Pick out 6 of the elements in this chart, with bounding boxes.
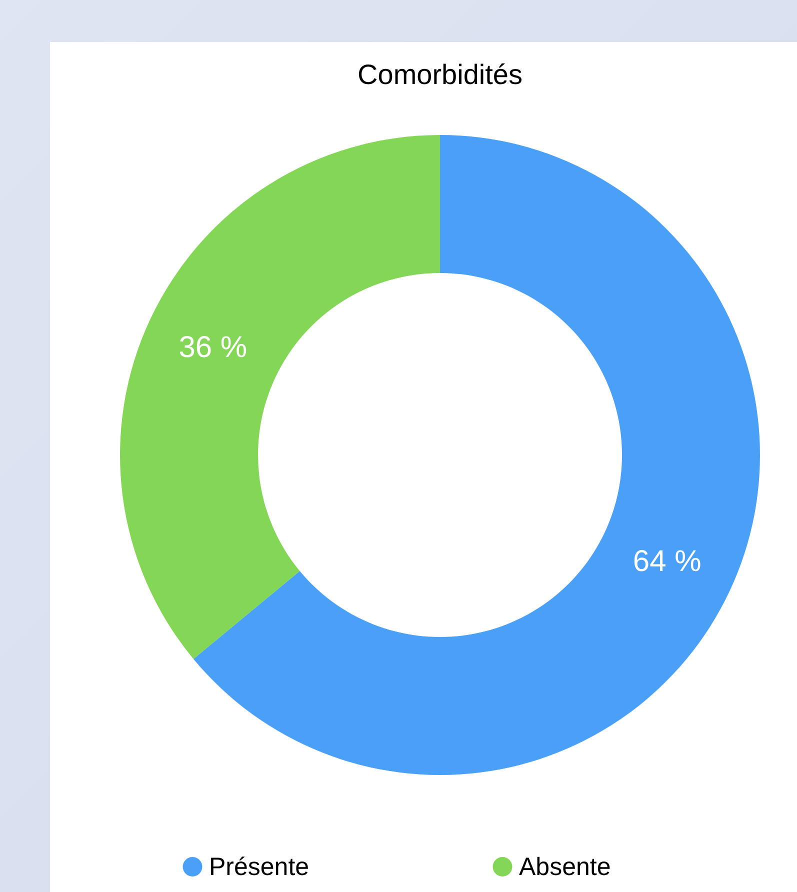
data-label: 64 % — [632, 544, 702, 578]
data-label: 36 % — [178, 331, 248, 364]
chart-title: Comorbidités — [358, 59, 522, 90]
donut-slice — [120, 135, 440, 659]
legend-label: Présente — [209, 852, 310, 881]
legend-label: Absente — [519, 852, 611, 881]
